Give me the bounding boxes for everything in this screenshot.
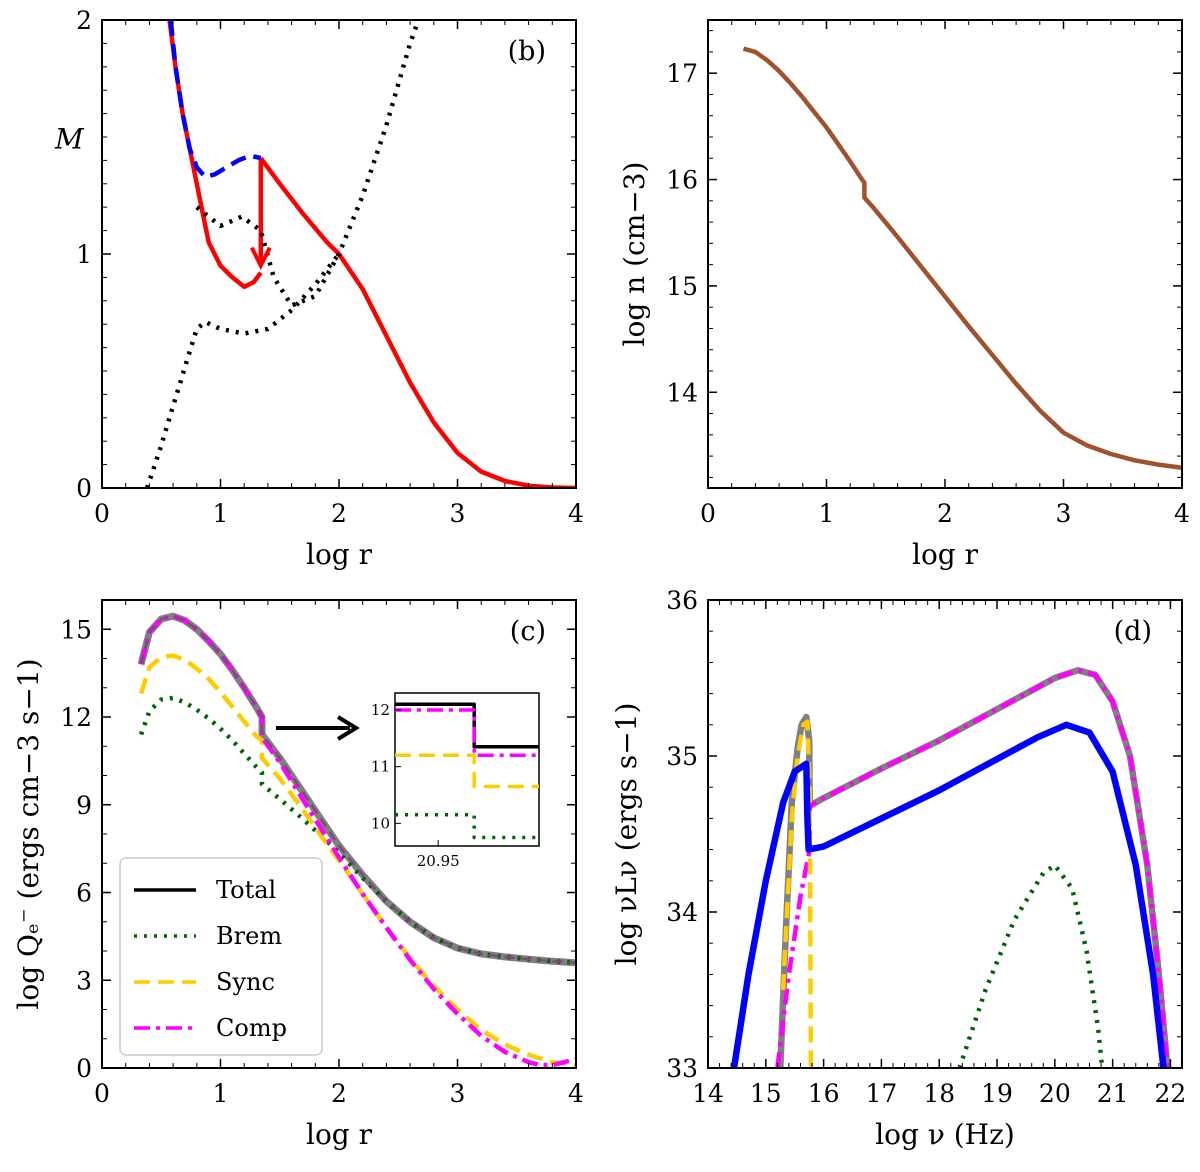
- zoom-arrowhead: [336, 715, 360, 741]
- inset-series-brem: [395, 813, 539, 840]
- ytick-label: 15: [60, 615, 92, 644]
- x-axis-label: log r: [912, 538, 979, 571]
- ytick-label: 0: [76, 1054, 92, 1083]
- series-c-comp: [138, 613, 576, 1068]
- shock-arrowhead: [250, 246, 272, 271]
- panel-d: 14 15 16 17 18 19 20 21 22 33 34 35 36 log ν (Hz) log …: [610, 586, 1186, 1151]
- inset-ytick-label: 11: [371, 758, 390, 776]
- xtick-label: 2: [331, 499, 347, 528]
- inset-series-total: [395, 702, 539, 749]
- series-n-density: [742, 46, 1182, 471]
- axes-frame-d: [707, 599, 1183, 1069]
- series-d-blue: [730, 721, 1167, 1068]
- legend-entry: Total: [216, 876, 276, 904]
- panel-label: (b): [508, 36, 546, 67]
- ytick-label: 34: [666, 898, 698, 927]
- ytick-label: 17: [666, 59, 698, 88]
- panel-n: 0 1 2 3 4 14 15 16 17 log r log n (cm−3): [618, 19, 1190, 571]
- y-axis-label: log n (cm−3): [618, 162, 651, 347]
- series-b-closed-branch: [195, 20, 421, 308]
- ytick-label: 12: [60, 703, 92, 732]
- xtick-label: 4: [568, 499, 584, 528]
- series-b-supersonic-branch: [168, 20, 262, 180]
- series-d-comp: [775, 667, 1170, 1068]
- xtick-label: 3: [1056, 499, 1072, 528]
- xtick-label: 0: [94, 1079, 110, 1108]
- series-b-post-shock-branch: [258, 156, 576, 488]
- xtick-label: 3: [450, 499, 466, 528]
- xtick-label: 4: [1174, 499, 1190, 528]
- axes-frame-n: [707, 19, 1183, 489]
- legend-entry: Brem: [216, 922, 282, 950]
- legend-entry: Comp: [216, 1014, 287, 1042]
- panel-b: 0 1 2 3 4 0 1 2 log r M (b): [54, 6, 584, 571]
- series-b-accretion-solution: [167, 20, 263, 290]
- xtick-label: 3: [450, 1079, 466, 1108]
- y-axis-label: log νLν (ergs s−1): [610, 703, 643, 966]
- legend-entry: Sync: [216, 968, 275, 996]
- xtick-label: 16: [808, 1079, 840, 1108]
- inset: 10 11 12 20.95: [371, 692, 540, 870]
- ytick-label: 3: [76, 966, 92, 995]
- xtick-label: 18: [923, 1079, 955, 1108]
- xtick-label: 20: [1039, 1079, 1071, 1108]
- y-axis-label: log Qₑ⁻ (ergs cm−3 s−1): [12, 658, 45, 1009]
- x-axis-label: log r: [306, 1118, 373, 1151]
- xtick-label: 14: [692, 1079, 724, 1108]
- x-axis-label: log r: [306, 538, 373, 571]
- ytick-label: 36: [666, 586, 698, 615]
- ytick-label: 15: [666, 272, 698, 301]
- series-c-sync: [138, 653, 576, 1068]
- xtick-label: 1: [819, 499, 835, 528]
- y-axis-label: M: [54, 123, 85, 156]
- ytick-label: 33: [666, 1054, 698, 1083]
- xtick-label: 1: [213, 499, 229, 528]
- ytick-label: 1: [76, 240, 92, 269]
- xtick-label: 2: [937, 499, 953, 528]
- series-d-total-grey-: [777, 666, 1171, 1068]
- xtick-label: 22: [1155, 1079, 1187, 1108]
- xtick-label: 15: [750, 1079, 782, 1108]
- ytick-label: 9: [76, 791, 92, 820]
- ytick-label: 0: [76, 474, 92, 503]
- xtick-label: 2: [331, 1079, 347, 1108]
- series-c-total-overlay: [139, 614, 576, 964]
- xtick-label: 1: [213, 1079, 229, 1108]
- inset-ytick-label: 10: [371, 814, 390, 832]
- x-axis-label: log ν (Hz): [875, 1118, 1015, 1151]
- ytick-label: 6: [76, 879, 92, 908]
- xtick-label: 0: [94, 499, 110, 528]
- panel-label: (d): [1114, 616, 1152, 647]
- inset-ytick-label: 12: [371, 701, 390, 719]
- ytick-label: 16: [666, 166, 698, 195]
- xtick-label: 17: [866, 1079, 898, 1108]
- xtick-label: 19: [981, 1079, 1013, 1108]
- inset-xtick-label: 20.95: [417, 852, 460, 870]
- inset-series-comp: [395, 708, 539, 758]
- ytick-label: 35: [666, 742, 698, 771]
- panel-label: (c): [510, 616, 546, 647]
- xtick-label: 4: [568, 1079, 584, 1108]
- xtick-label: 0: [700, 499, 716, 528]
- series-d-brem: [957, 862, 1105, 1068]
- inset-series-sync: [395, 753, 539, 789]
- series-c-brem: [138, 695, 576, 965]
- xtick-label: 21: [1097, 1079, 1129, 1108]
- series-b-lower-dotted: [144, 252, 341, 488]
- ytick-label: 2: [76, 6, 92, 35]
- legend: [119, 857, 323, 1056]
- ytick-label: 14: [666, 378, 698, 407]
